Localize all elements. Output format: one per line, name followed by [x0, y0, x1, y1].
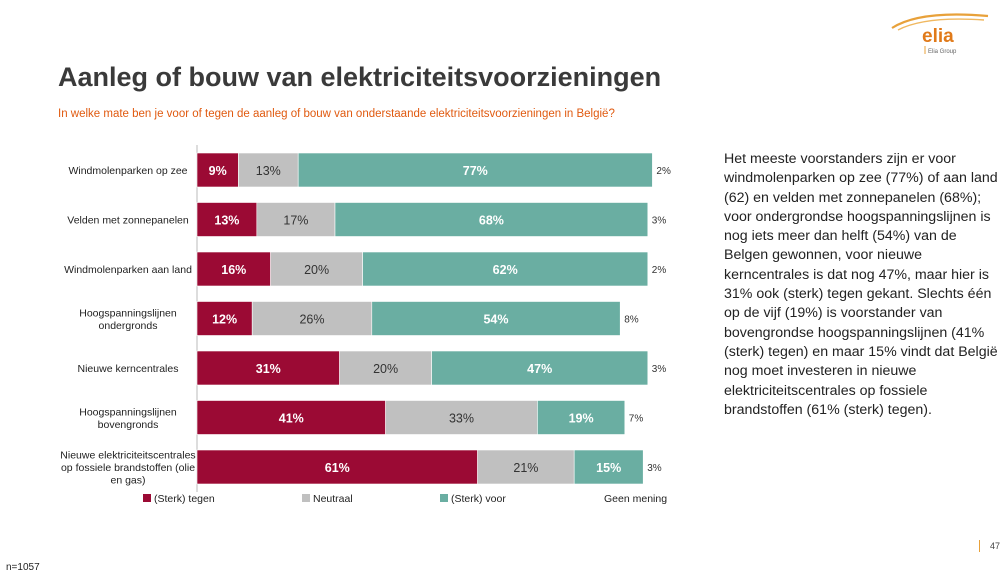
bar-segment	[196, 202, 258, 237]
data-label: 21%	[513, 461, 538, 475]
category-label: Nieuwe elektriciteitscentrales op fossiel…	[60, 450, 195, 487]
bar-segment	[371, 301, 621, 336]
category-label-line: Hoogspanningslijnen	[79, 406, 177, 418]
data-label: 26%	[299, 313, 324, 327]
data-label: 16%	[221, 263, 246, 277]
data-label-geen-mening: 8%	[624, 315, 639, 326]
category-label-line: Velden met zonnepanelen	[67, 215, 189, 227]
bar-segment	[196, 251, 271, 287]
bar-segment	[196, 350, 340, 386]
data-label: 12%	[212, 313, 237, 327]
bar-segment	[537, 400, 626, 435]
bar-segment	[297, 152, 653, 188]
legend-label: Neutraal	[313, 493, 353, 505]
data-label: 33%	[449, 412, 474, 426]
data-label: 13%	[214, 214, 239, 228]
elia-logo-text: elia	[922, 26, 954, 47]
sample-size: n=1057	[6, 562, 40, 573]
data-label: 15%	[596, 461, 621, 475]
data-label: 9%	[209, 164, 227, 178]
bar-segment	[270, 251, 363, 287]
category-label-line: ondergronds	[99, 320, 158, 332]
data-label: 31%	[256, 362, 281, 376]
stacked-bar-chart: Windmolenparken op zee 9% 13% 77% 2% Velden m…	[60, 145, 671, 505]
data-label: 47%	[527, 362, 552, 376]
category-label: Nieuwe kerncentrales	[78, 363, 179, 375]
bar-segment	[251, 301, 373, 336]
page-subtitle: In welke mate ben je voor of tegen de aa…	[58, 108, 615, 120]
page-title: Aanleg of bouw van elektriciteitsvoorzie…	[58, 62, 662, 92]
elia-logo: elia Elia Group	[891, 13, 989, 55]
data-label: 54%	[483, 313, 508, 327]
page-number: 47	[990, 541, 1001, 551]
category-label: Hoogspanningslijnen ondergronds	[79, 307, 177, 332]
legend-label: Geen mening	[604, 493, 667, 505]
legend-label: (Sterk) tegen	[154, 493, 215, 505]
data-label-geen-mening: 3%	[652, 216, 667, 227]
data-label: 20%	[373, 362, 398, 376]
summary-text: Het meeste voorstanders zijn er voor win…	[724, 151, 998, 418]
elia-group-text: Elia Group	[928, 49, 957, 55]
data-label: 61%	[325, 461, 350, 475]
legend-label: (Sterk) voor	[451, 493, 506, 505]
data-label: 68%	[479, 214, 504, 228]
category-label-line: en gas)	[110, 475, 145, 487]
category-label-line: Nieuwe elektriciteitscentrales	[60, 450, 195, 462]
page-number-divider	[979, 540, 980, 552]
data-label: 19%	[569, 412, 594, 426]
category-label-line: Nieuwe kerncentrales	[78, 363, 179, 375]
bar-segment	[477, 449, 575, 485]
category-label: Windmolenparken op zee	[68, 165, 187, 177]
data-label-geen-mening: 2%	[656, 166, 671, 177]
bar-segment	[196, 400, 386, 435]
legend-swatch	[302, 494, 310, 502]
bar-segment	[385, 400, 538, 435]
data-label-geen-mening: 7%	[629, 414, 644, 425]
data-label: 41%	[279, 412, 304, 426]
bar-segment	[431, 350, 649, 386]
category-label-line: Windmolenparken aan land	[64, 264, 192, 276]
category-label: Hoogspanningslijnen bovengronds	[79, 406, 177, 431]
bar-segment	[196, 152, 239, 188]
data-label-geen-mening: 3%	[647, 463, 662, 474]
legend-swatch	[440, 494, 448, 502]
legend-swatch	[143, 494, 151, 502]
bar-segment	[362, 251, 649, 287]
bar-segment	[339, 350, 432, 386]
data-label: 20%	[304, 263, 329, 277]
data-label-geen-mening: 2%	[652, 265, 667, 276]
category-label-line: Windmolenparken op zee	[68, 165, 187, 177]
category-label-line: op fossiele brandstoffen (olie	[61, 462, 195, 474]
data-label: 17%	[283, 214, 308, 228]
bar-segment	[238, 152, 299, 188]
bar-segment	[573, 449, 644, 485]
category-label: Velden met zonnepanelen	[67, 215, 189, 227]
data-label: 13%	[256, 164, 281, 178]
data-label-geen-mening: 3%	[652, 364, 667, 375]
bar-segment	[196, 301, 253, 336]
data-label: 77%	[463, 164, 488, 178]
category-label-line: bovengronds	[98, 419, 159, 431]
data-label: 62%	[493, 263, 518, 277]
category-label-line: Hoogspanningslijnen	[79, 307, 177, 319]
bar-segment	[334, 202, 649, 237]
category-label: Windmolenparken aan land	[64, 264, 192, 276]
